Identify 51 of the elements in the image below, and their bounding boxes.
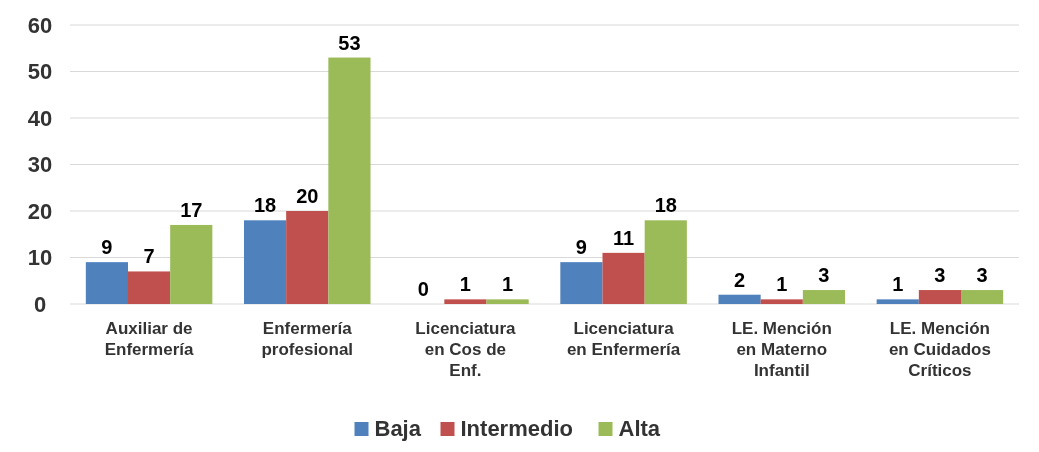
data-label: 7 [143, 245, 155, 268]
data-label: 3 [934, 264, 946, 287]
bar [127, 271, 171, 304]
x-tick-label: LE. Mención en Cuidados Críticos [888, 319, 991, 380]
data-label: 1 [502, 273, 514, 296]
data-label: 2 [734, 268, 746, 291]
bar [85, 262, 128, 304]
bar [328, 57, 371, 304]
x-tick-label: Licenciatura en Cos de Enf. [415, 319, 517, 380]
y-tick-label: 50 [27, 59, 53, 85]
bar [243, 220, 287, 304]
data-label: 53 [338, 31, 361, 54]
data-label: 18 [253, 194, 277, 217]
y-tick-label: 30 [27, 152, 53, 178]
data-label: 18 [654, 194, 677, 217]
bar [802, 290, 846, 304]
y-tick-label: 40 [27, 105, 53, 131]
bar [486, 299, 529, 304]
bar [718, 294, 761, 304]
bar [760, 299, 803, 304]
data-label: 1 [776, 273, 788, 296]
x-tick-label: Enfermería profesional [261, 319, 354, 359]
bar [286, 211, 329, 304]
data-label: 1 [459, 273, 471, 296]
x-tick-label: LE. Mención en Materno Infantil [731, 319, 832, 380]
data-label: 17 [180, 198, 203, 221]
y-tick-label: 0 [33, 291, 47, 317]
bar [444, 299, 487, 304]
data-label: 3 [976, 264, 988, 287]
legend-label: Baja [374, 416, 422, 441]
bar [876, 299, 919, 304]
y-tick-label: 10 [27, 245, 53, 271]
bar [644, 220, 687, 304]
y-tick-label: 20 [27, 198, 53, 224]
data-label: 3 [818, 264, 830, 287]
bar [560, 262, 603, 304]
legend-label: Intermedio [460, 416, 573, 441]
data-label: 11 [613, 226, 635, 249]
data-label: 9 [101, 236, 113, 259]
bar [918, 290, 962, 304]
data-label: 9 [575, 236, 587, 259]
bar [961, 290, 1004, 304]
bar [602, 252, 645, 304]
x-tick-label: Auxiliar de Enfermería [104, 319, 195, 359]
data-label: 20 [296, 185, 319, 207]
y-tick-label: 60 [27, 12, 53, 38]
data-label: 0 [417, 278, 429, 300]
data-label: 1 [892, 273, 904, 296]
bar [170, 224, 213, 304]
legend-label: Alta [618, 416, 661, 441]
x-tick-label: Licenciatura en Enfermería [566, 319, 681, 359]
